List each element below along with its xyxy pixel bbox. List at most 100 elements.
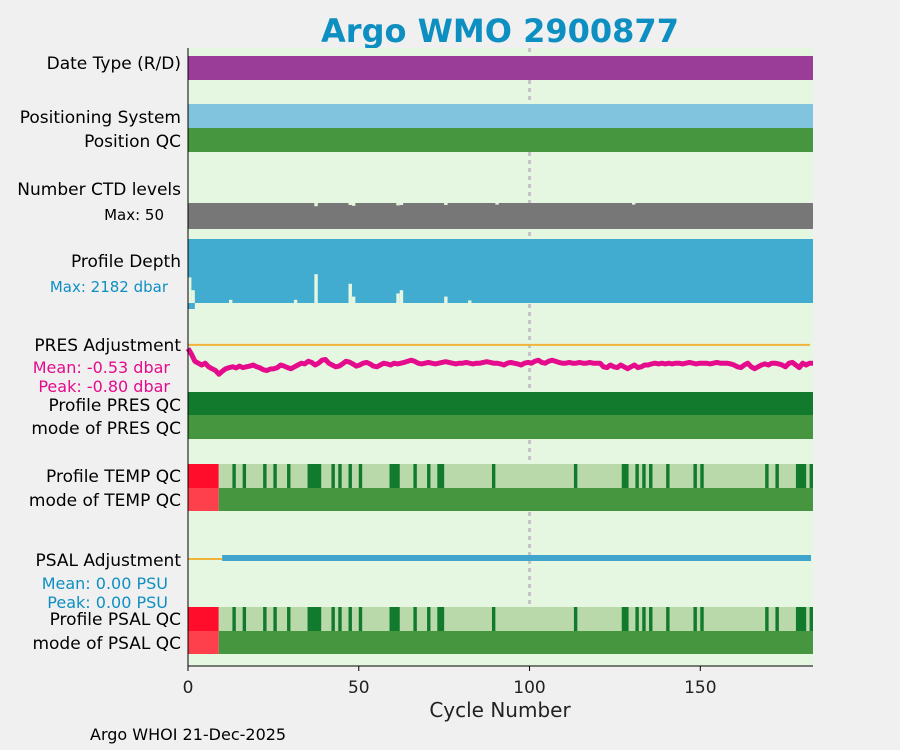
temp-qc-dark-24 bbox=[775, 464, 779, 488]
temp-qc-dark-11 bbox=[413, 464, 417, 488]
depth-gap-1 bbox=[191, 290, 195, 304]
x-tick-label-3: 150 bbox=[684, 678, 716, 698]
depth-gap-5 bbox=[348, 283, 352, 304]
psal-qc-mode-bad bbox=[188, 631, 219, 654]
psal-qc-dark-23 bbox=[765, 607, 769, 631]
temp-qc-dark-10 bbox=[389, 464, 400, 488]
profile-depth-bar bbox=[188, 239, 813, 303]
temp-qc-dark-1 bbox=[242, 464, 247, 488]
temp-qc-dark-5 bbox=[307, 464, 322, 488]
row-label-psal_peak: Peak: 0.00 PSU bbox=[47, 593, 168, 612]
psal-qc-dark-24 bbox=[775, 607, 779, 631]
x-tick-label-1: 50 bbox=[348, 678, 370, 698]
psal-qc-dark-12 bbox=[427, 607, 431, 631]
psal-qc-dark-6 bbox=[331, 607, 335, 631]
row-label-psal_qc: Profile PSAL QC bbox=[50, 610, 181, 630]
depth-gap-9 bbox=[444, 296, 448, 304]
row-label-position_qc: Position QC bbox=[84, 132, 181, 152]
footer-credit: Argo WHOI 21-Dec-2025 bbox=[90, 725, 287, 744]
temp-qc-dark-8 bbox=[348, 464, 352, 488]
temp-qc-dark-20 bbox=[666, 464, 670, 488]
pres-mode-bar bbox=[188, 415, 813, 439]
ctd-dip-4 bbox=[399, 201, 404, 205]
ctd-dip-5 bbox=[444, 201, 448, 205]
depth-tail-1 bbox=[191, 303, 195, 309]
temp-qc-dark-21 bbox=[693, 464, 697, 488]
temp-qc-dark-22 bbox=[700, 464, 704, 488]
pres-qc-bar bbox=[188, 392, 813, 415]
psal-qc-dark-9 bbox=[358, 607, 363, 631]
row-label-pres_adj: PRES Adjustment bbox=[34, 336, 181, 356]
depth-gap-0 bbox=[188, 277, 192, 304]
ctd-dip-3 bbox=[396, 201, 400, 206]
ctd-dip-7 bbox=[631, 201, 636, 205]
row-label-temp_qc: Profile TEMP QC bbox=[46, 467, 181, 487]
psal-qc-dark-0 bbox=[232, 607, 236, 631]
temp-qc-dark-17 bbox=[635, 464, 639, 488]
depth-gap-7 bbox=[396, 293, 400, 304]
temp-qc-mode-bad bbox=[188, 488, 219, 511]
psal-qc-dark-8 bbox=[348, 607, 352, 631]
row-label-psal_mean: Mean: 0.00 PSU bbox=[42, 574, 168, 593]
row-label-date_type: Date Type (R/D) bbox=[47, 54, 181, 74]
row-label-pres_qc: Profile PRES QC bbox=[48, 396, 181, 416]
temp-qc-dark-0 bbox=[232, 464, 236, 488]
depth-gap-6 bbox=[351, 296, 356, 304]
psal-qc-dark-20 bbox=[666, 607, 670, 631]
psal-qc-dark-7 bbox=[338, 607, 342, 631]
temp-qc-mode-good bbox=[218, 488, 814, 511]
depth-gap-10 bbox=[468, 300, 472, 304]
temp-qc-dark-19 bbox=[649, 464, 653, 488]
row-label-ctd_max: Max: 50 bbox=[104, 206, 164, 224]
psal-qc-dark-10 bbox=[389, 607, 400, 631]
row-label-psal_adj: PSAL Adjustment bbox=[36, 551, 182, 571]
row-label-depth_max: Max: 2182 dbar bbox=[50, 278, 169, 296]
position-qc-bar bbox=[188, 128, 813, 152]
depth-gap-4 bbox=[314, 274, 318, 304]
ctd-dip-0 bbox=[314, 201, 318, 207]
psal-qc-dark-15 bbox=[573, 607, 578, 631]
row-label-pres_mean: Mean: -0.53 dbar bbox=[33, 358, 171, 377]
row-label-temp_mode: mode of TEMP QC bbox=[29, 491, 181, 511]
ctd-dip-1 bbox=[348, 201, 352, 205]
chart-title: Argo WMO 2900877 bbox=[321, 12, 679, 50]
psal-qc-dark-1 bbox=[242, 607, 247, 631]
ctd-levels-bar bbox=[188, 203, 813, 229]
psal-qc-dark-26 bbox=[809, 607, 813, 631]
psal-qc-dark-3 bbox=[273, 607, 277, 631]
temp-qc-dark-25 bbox=[795, 464, 807, 488]
row-label-pres_peak: Peak: -0.80 dbar bbox=[38, 377, 170, 396]
temp-qc-dark-26 bbox=[809, 464, 813, 488]
psal-qc-dark-4 bbox=[287, 607, 291, 631]
ctd-dip-6 bbox=[495, 201, 499, 205]
psal-qc-dark-21 bbox=[693, 607, 697, 631]
ctd-dip-2 bbox=[351, 201, 356, 206]
x-tick-label-0: 0 bbox=[183, 678, 194, 698]
row-label-depth: Profile Depth bbox=[71, 252, 181, 272]
row-label-ctd: Number CTD levels bbox=[17, 180, 181, 200]
psal-qc-dark-2 bbox=[263, 607, 267, 631]
depth-gap-8 bbox=[399, 290, 404, 304]
psal-qc-dark-11 bbox=[413, 607, 417, 631]
x-axis-label: Cycle Number bbox=[429, 698, 571, 722]
x-tick-label-2: 100 bbox=[513, 678, 545, 698]
temp-qc-dark-2 bbox=[263, 464, 267, 488]
temp-qc-dark-9 bbox=[358, 464, 363, 488]
depth-gap-2 bbox=[228, 299, 233, 304]
psal-qc-dark-19 bbox=[649, 607, 653, 631]
temp-qc-dark-6 bbox=[331, 464, 335, 488]
temp-qc-dark-12 bbox=[427, 464, 431, 488]
psal-qc-dark-25 bbox=[795, 607, 807, 631]
row-label-positioning: Positioning System bbox=[20, 108, 181, 128]
depth-gap-3 bbox=[293, 299, 298, 304]
psal-qc-dark-16 bbox=[621, 607, 629, 631]
temp-qc-dark-4 bbox=[287, 464, 291, 488]
psal-qc-dark-5 bbox=[307, 607, 322, 631]
temp-qc-dark-3 bbox=[273, 464, 277, 488]
temp-qc-dark-13 bbox=[437, 464, 445, 488]
positioning-bar bbox=[188, 104, 813, 128]
temp-qc-dark-18 bbox=[642, 464, 646, 488]
temp-qc-dark-23 bbox=[765, 464, 769, 488]
psal-qc-dark-22 bbox=[700, 607, 704, 631]
